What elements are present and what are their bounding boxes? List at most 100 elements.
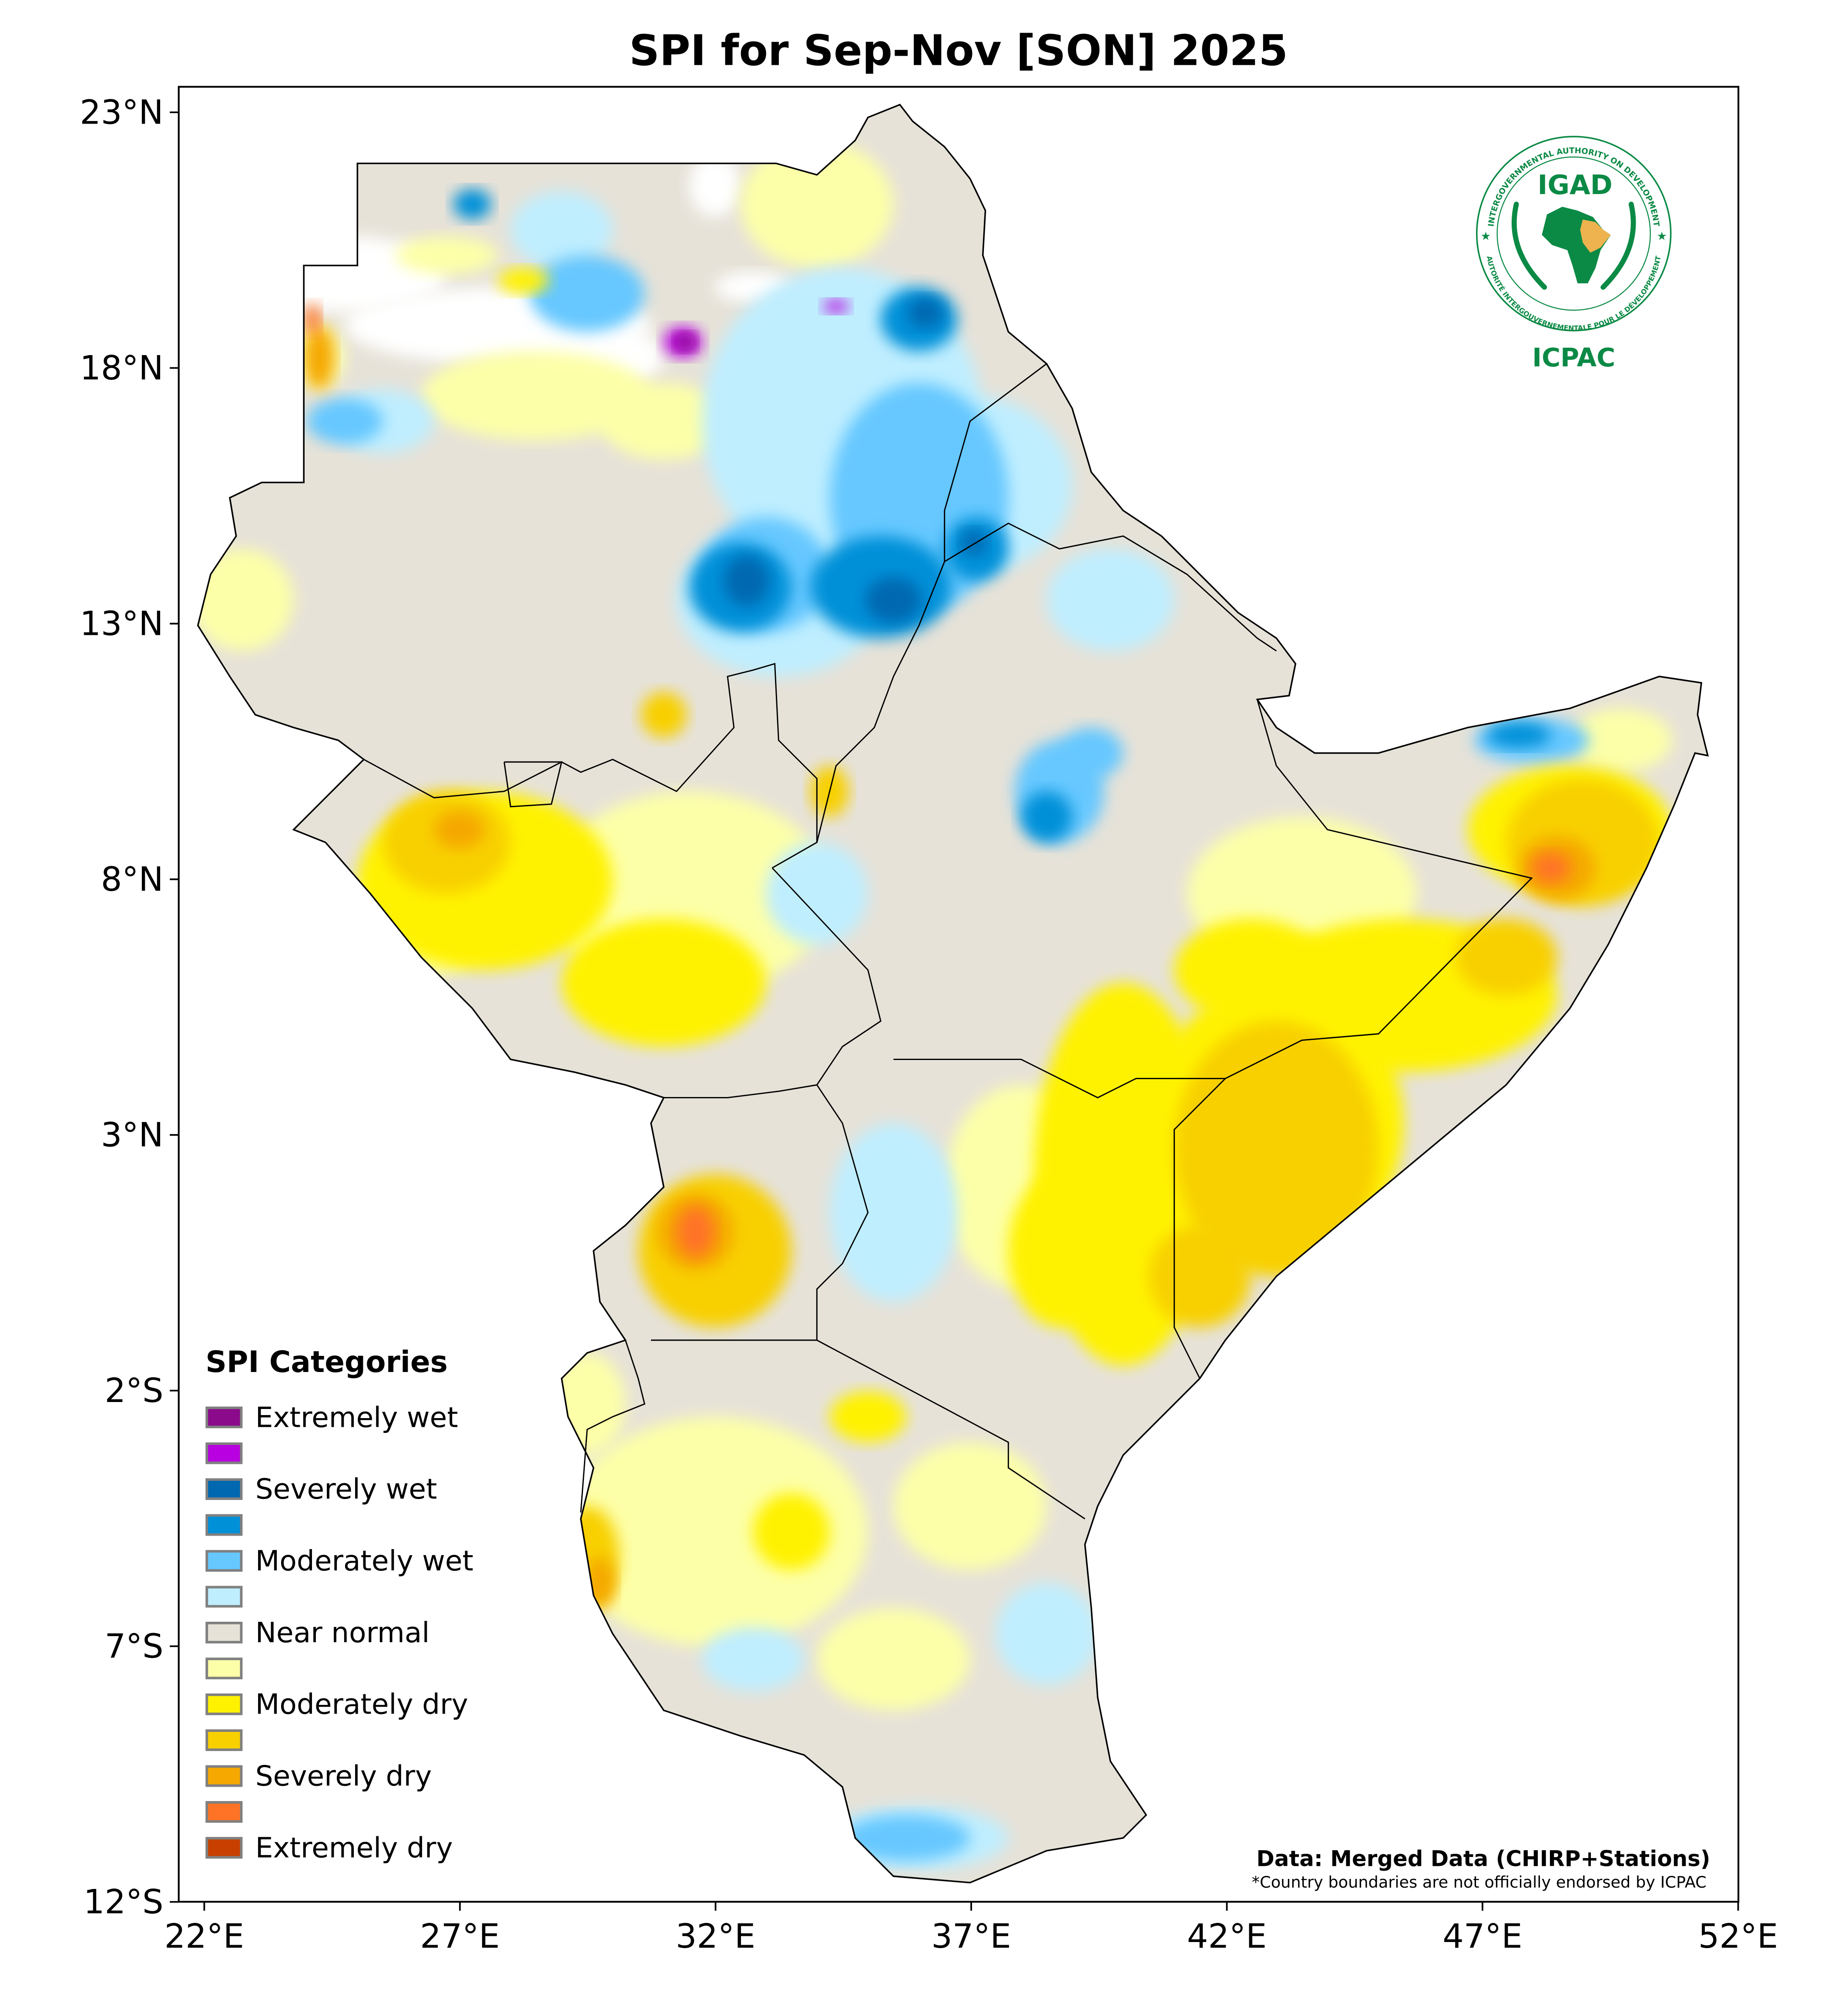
spi-patch bbox=[675, 333, 696, 351]
spi-patch bbox=[724, 555, 770, 607]
legend-title: SPI Categories bbox=[205, 1345, 448, 1379]
spi-patch bbox=[306, 398, 383, 444]
country-border-line bbox=[893, 1059, 1225, 1099]
data-source-credit: Data: Merged Data (CHIRP+Stations) bbox=[1256, 1846, 1710, 1871]
spi-patch bbox=[995, 1583, 1098, 1685]
spi-patch bbox=[829, 1391, 906, 1442]
logo-horn-of-africa-icon bbox=[1580, 219, 1611, 253]
x-tick-label: 32°E bbox=[676, 1917, 755, 1956]
spi-patch bbox=[600, 382, 728, 460]
y-tick-label: 23°N bbox=[80, 93, 163, 132]
map-area bbox=[178, 86, 1740, 1903]
y-tick-label: 7°S bbox=[104, 1627, 163, 1666]
legend-label: Extremely dry bbox=[255, 1832, 453, 1864]
x-axis: 22°E 27°E 32°E 37°E 42°E 47°E 52°E bbox=[164, 1902, 1778, 1956]
logo-laurel-icon bbox=[1511, 201, 1636, 290]
spi-patch bbox=[530, 255, 645, 332]
legend-swatch bbox=[205, 1621, 243, 1644]
spi-patch bbox=[842, 1815, 970, 1861]
y-axis: 23°N 18°N 13°N 8°N 3°N 2°S 7°S 12°S bbox=[80, 93, 179, 1921]
region-outline bbox=[197, 104, 1709, 1884]
legend-swatch bbox=[205, 1693, 243, 1715]
igad-icpac-logo: INTERGOVERNMENTAL AUTHORITY ON DEVELOPME… bbox=[1476, 136, 1672, 372]
country-border-line bbox=[1174, 699, 1533, 1379]
legend-swatch bbox=[205, 1550, 243, 1572]
legend: SPI Categories Extremely wet Severely wet… bbox=[205, 1345, 473, 1864]
logo-star-left-icon: ★ bbox=[1481, 230, 1491, 243]
country-border-line bbox=[503, 761, 563, 808]
spi-patch bbox=[1455, 919, 1557, 996]
spi-patch bbox=[421, 351, 651, 440]
land-near-normal bbox=[198, 104, 1708, 1883]
x-tick-label: 22°E bbox=[164, 1917, 244, 1956]
legend-swatch bbox=[205, 1657, 243, 1680]
y-tick-label: 2°S bbox=[104, 1371, 163, 1410]
spi-patch bbox=[823, 300, 849, 313]
spi-patch bbox=[1046, 549, 1174, 651]
spi-anomaly-patches bbox=[198, 140, 1672, 1870]
logo-inner-ring bbox=[1496, 156, 1651, 311]
legend-label: Severely dry bbox=[255, 1760, 432, 1793]
legend-label: Near normal bbox=[255, 1617, 430, 1649]
legend-swatch bbox=[205, 1765, 243, 1787]
logo-icpac-text: ICPAC bbox=[1532, 343, 1615, 372]
spi-patch bbox=[753, 1493, 830, 1570]
spi-patch bbox=[817, 1608, 970, 1711]
country-border-line bbox=[944, 522, 1277, 652]
x-tick-label: 37°E bbox=[931, 1917, 1011, 1956]
spi-patch bbox=[434, 810, 485, 849]
y-tick-label: 13°N bbox=[80, 604, 163, 643]
country-border-line bbox=[664, 867, 882, 1099]
legend-swatch bbox=[205, 1442, 243, 1464]
spi-patch bbox=[865, 577, 922, 623]
y-tick-label: 12°S bbox=[84, 1882, 164, 1921]
spi-patch bbox=[304, 325, 335, 389]
country-border-line bbox=[580, 1340, 646, 1513]
spi-patch bbox=[689, 153, 741, 217]
spi-patch bbox=[1148, 1225, 1251, 1328]
spi-patch bbox=[1174, 1021, 1378, 1277]
spi-patch bbox=[766, 842, 868, 945]
boundary-disclaimer: *Country boundaries are not officially e… bbox=[1252, 1873, 1707, 1892]
y-tick-label: 18°N bbox=[80, 349, 163, 387]
x-tick-label: 27°E bbox=[420, 1917, 500, 1956]
spi-patch bbox=[498, 268, 549, 294]
legend-label: Extremely wet bbox=[255, 1401, 458, 1434]
country-border-line bbox=[651, 1339, 1086, 1520]
spi-patch bbox=[1021, 791, 1072, 842]
legend-swatch bbox=[205, 1406, 243, 1429]
spi-patch bbox=[740, 140, 894, 268]
spi-patch bbox=[1174, 919, 1328, 1021]
x-tick-label: 42°E bbox=[1187, 1917, 1267, 1956]
spi-patch bbox=[1008, 1174, 1110, 1328]
y-tick-label: 8°N bbox=[101, 860, 164, 899]
spi-patch bbox=[1487, 722, 1551, 748]
spi-patch bbox=[305, 304, 321, 335]
spi-patch bbox=[702, 1627, 805, 1691]
spi-patch bbox=[198, 549, 294, 651]
map-frame bbox=[178, 86, 1740, 1903]
country-borders bbox=[363, 363, 1533, 1520]
x-tick-label: 47°E bbox=[1442, 1917, 1522, 1956]
spi-patch bbox=[893, 1442, 1047, 1570]
logo-star-right-icon: ★ bbox=[1657, 230, 1667, 243]
legend-label: Moderately wet bbox=[255, 1545, 473, 1577]
spi-patch bbox=[510, 191, 613, 268]
legend-label: Severely wet bbox=[255, 1473, 437, 1506]
spi-patch bbox=[907, 297, 943, 328]
legend-label: Moderately dry bbox=[255, 1688, 468, 1721]
spi-patch bbox=[396, 236, 498, 275]
spi-patch bbox=[561, 919, 766, 1047]
spi-patch bbox=[961, 530, 987, 555]
country-border-line bbox=[816, 1084, 869, 1340]
spi-patch bbox=[1059, 727, 1124, 779]
y-tick-label: 3°N bbox=[101, 1116, 164, 1154]
spi-patch bbox=[453, 189, 492, 220]
spi-patch bbox=[1570, 708, 1672, 772]
country-border-line bbox=[816, 363, 1047, 843]
legend-swatch bbox=[205, 1837, 243, 1859]
legend-swatch bbox=[205, 1729, 243, 1751]
country-border-line bbox=[363, 663, 818, 869]
spi-patch bbox=[641, 691, 687, 738]
